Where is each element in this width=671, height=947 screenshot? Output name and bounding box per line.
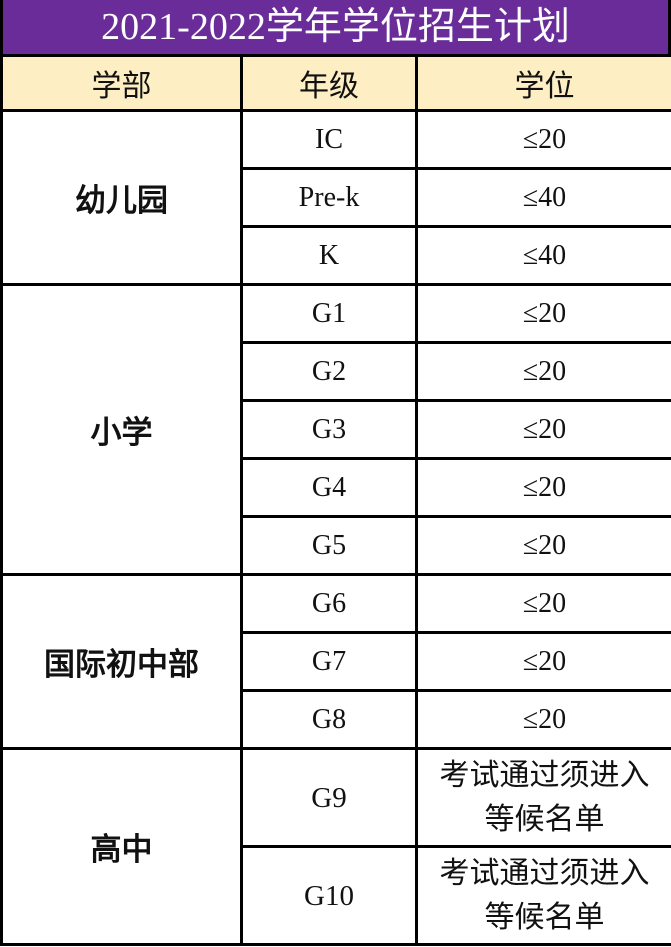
dept-cell: 高中 xyxy=(0,747,243,946)
seats-cell: ≤20 xyxy=(415,399,671,460)
dept-cell: 国际初中部 xyxy=(0,573,243,750)
table-row: G4 ≤20 xyxy=(2,457,671,518)
table-row: G10 考试通过须进入 等候名单 xyxy=(2,845,671,946)
table-row: G7 ≤20 xyxy=(2,631,671,692)
table-row: G8 ≤20 xyxy=(2,689,671,750)
grade-cell: IC xyxy=(240,109,418,170)
seats-text: 考试通过须进入 xyxy=(439,856,650,890)
dept-cell: 幼儿园 xyxy=(0,109,243,286)
grade-cell: G4 xyxy=(240,457,418,518)
seats-cell: ≤20 xyxy=(415,573,671,634)
grade-cell: G6 xyxy=(240,573,418,634)
table-row: 幼儿园 IC ≤20 xyxy=(0,109,671,286)
grade-cell: G10 xyxy=(240,845,418,946)
grade-cell: G1 xyxy=(240,283,418,344)
seats-cell: 考试通过须进入 等候名单 xyxy=(415,845,671,946)
grade-cell: G9 xyxy=(240,747,418,848)
header-row: 学部 年级 学位 xyxy=(0,57,671,112)
table-row: G5 ≤20 xyxy=(2,515,671,576)
enrollment-table: 学部 年级 学位 幼儿园 IC ≤20 Pre-k ≤40 K ≤40 小学 G1 ≤20 G2 ≤2… xyxy=(0,57,671,946)
seats-cell: ≤40 xyxy=(415,225,671,286)
grade-cell: G7 xyxy=(240,631,418,692)
grade-cell: G2 xyxy=(240,341,418,402)
table-row: 国际初中部 G6 ≤20 xyxy=(0,573,671,750)
table-title: 2021-2022学年学位招生计划 xyxy=(0,0,671,57)
table-row: 高中 G9 考试通过须进入 等候名单 xyxy=(0,747,671,946)
table-row: G2 ≤20 xyxy=(2,341,671,402)
grade-cell: G5 xyxy=(240,515,418,576)
seats-cell: ≤20 xyxy=(415,457,671,518)
header-dept: 学部 xyxy=(0,57,243,112)
dept-cell: 小学 xyxy=(0,283,243,576)
seats-cell: ≤20 xyxy=(415,341,671,402)
seats-cell: ≤20 xyxy=(415,283,671,344)
table-row: G3 ≤20 xyxy=(2,399,671,460)
seats-text: 等候名单 xyxy=(484,900,605,934)
seats-cell: ≤40 xyxy=(415,167,671,228)
seats-text: 等候名单 xyxy=(484,802,605,836)
seats-cell: ≤20 xyxy=(415,109,671,170)
seats-text: 考试通过须进入 xyxy=(439,758,650,792)
table-row: 小学 G1 ≤20 xyxy=(0,283,671,576)
seats-cell: ≤20 xyxy=(415,689,671,750)
header-seats: 学位 xyxy=(415,57,671,112)
grade-cell: G8 xyxy=(240,689,418,750)
table-row: Pre-k ≤40 xyxy=(2,167,671,228)
table-row: K ≤40 xyxy=(2,225,671,286)
grade-cell: G3 xyxy=(240,399,418,460)
seats-cell: ≤20 xyxy=(415,631,671,692)
seats-cell: ≤20 xyxy=(415,515,671,576)
header-grade: 年级 xyxy=(240,57,418,112)
seats-cell: 考试通过须进入 等候名单 xyxy=(415,747,671,848)
grade-cell: K xyxy=(240,225,418,286)
grade-cell: Pre-k xyxy=(240,167,418,228)
